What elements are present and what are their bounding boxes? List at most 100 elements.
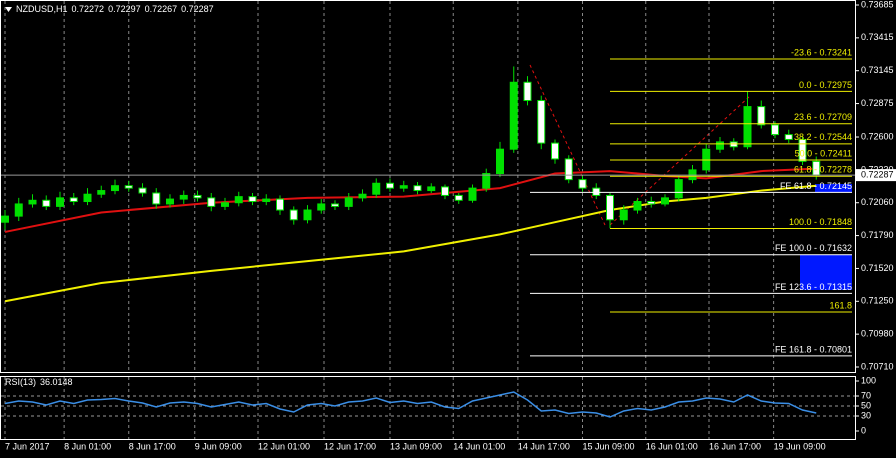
level-label: -23.6 - 0.73241 bbox=[791, 47, 852, 57]
candle-body bbox=[317, 203, 326, 211]
level-label: 38.2 - 0.72544 bbox=[794, 132, 852, 142]
candle-body bbox=[564, 158, 573, 181]
level-label: 0.0 - 0.72975 bbox=[799, 80, 852, 90]
y-tick-label: 0 bbox=[861, 425, 866, 435]
candle-body bbox=[509, 81, 518, 150]
candle-body bbox=[551, 142, 559, 160]
candle-body bbox=[83, 193, 92, 203]
candle-body bbox=[771, 124, 779, 136]
header-symbol: NZDUSD,H1 bbox=[16, 4, 68, 14]
candle-body bbox=[674, 179, 683, 199]
level-label: 23.6 - 0.72709 bbox=[794, 112, 852, 122]
y-tick-label: 0.73415 bbox=[861, 32, 894, 42]
candle-body bbox=[1, 215, 9, 223]
candle-body bbox=[221, 202, 229, 207]
candle-body bbox=[14, 203, 23, 217]
y-tick-label: 70 bbox=[861, 390, 871, 400]
level-label: FE 61.8 - 0.72145 bbox=[780, 181, 852, 191]
rsi-name: RSI(13) bbox=[5, 377, 36, 387]
candle-body bbox=[427, 186, 436, 192]
candle-body bbox=[661, 197, 669, 205]
y-tick-label: 0.71250 bbox=[861, 296, 894, 306]
y-tick-label: 0.71520 bbox=[861, 263, 894, 273]
fib-anchor bbox=[609, 95, 751, 226]
header-icon bbox=[5, 7, 12, 12]
y-tick-label: 0.72060 bbox=[861, 197, 894, 207]
candle-body bbox=[798, 138, 807, 162]
candle-body bbox=[234, 196, 243, 204]
candle-body bbox=[633, 201, 642, 211]
level-label: FE 161.8 - 0.70801 bbox=[775, 344, 852, 354]
candle-body bbox=[152, 192, 161, 205]
header-quote: 0.72272 bbox=[72, 4, 105, 14]
y-tick-label: 0.71790 bbox=[861, 230, 894, 240]
candle-body bbox=[276, 198, 284, 211]
y-tick-label: 0.72875 bbox=[861, 98, 894, 108]
candle-body bbox=[537, 100, 546, 144]
header: NZDUSD,H1 0.72272 0.72297 0.72267 0.72287 bbox=[16, 4, 214, 14]
x-tick-label: 14 Jun 17:00 bbox=[518, 441, 570, 451]
y-tick-label: 100 bbox=[861, 375, 876, 385]
candle-body bbox=[619, 209, 628, 221]
candle-body bbox=[248, 196, 257, 203]
candle-body bbox=[344, 197, 353, 207]
candle-body bbox=[138, 187, 147, 194]
rsi-frame bbox=[0, 376, 856, 440]
level-label: 100.0 - 0.71848 bbox=[789, 217, 852, 227]
candle-body bbox=[784, 134, 793, 140]
candle-body bbox=[166, 198, 174, 205]
x-tick-label: 8 Jun 17:00 bbox=[129, 441, 176, 451]
x-tick-label: 13 Jun 09:00 bbox=[390, 441, 442, 451]
y-tick-label: 0.73685 bbox=[861, 0, 894, 9]
candle-body bbox=[179, 194, 188, 200]
candle-body bbox=[454, 194, 463, 201]
x-tick-label: 8 Jun 01:00 bbox=[64, 441, 111, 451]
x-tick-label: 15 Jun 09:00 bbox=[583, 441, 635, 451]
level-label: 50.0 - 0.72411 bbox=[795, 148, 852, 158]
x-tick-label: 19 Jun 09:00 bbox=[774, 441, 826, 451]
candle-body bbox=[124, 185, 133, 189]
candle-body bbox=[413, 185, 422, 192]
candle-body bbox=[578, 179, 587, 189]
y-tick-label: 0.73145 bbox=[861, 65, 894, 75]
price-tag bbox=[856, 169, 896, 182]
y-tick-label: 50 bbox=[861, 400, 871, 410]
level-label: FE 123.6 - 0.71315 bbox=[775, 282, 852, 292]
level-label: 161.8 bbox=[829, 300, 852, 310]
x-tick-label: 12 Jun 17:00 bbox=[324, 441, 376, 451]
candle-body bbox=[523, 81, 532, 102]
candle-body bbox=[606, 194, 614, 221]
header-quote: 0.72267 bbox=[145, 4, 178, 14]
candle-body bbox=[716, 141, 724, 150]
candle-body bbox=[28, 199, 37, 205]
x-tick-label: 9 Jun 09:00 bbox=[195, 441, 242, 451]
rsi-line bbox=[4, 391, 817, 418]
price-tag-label: 0.72287 bbox=[861, 169, 894, 179]
x-tick-label: 12 Jun 01:00 bbox=[258, 441, 310, 451]
rsi-title: RSI(13) 36.0148 bbox=[5, 377, 73, 387]
y-tick-label: 0.70710 bbox=[861, 361, 894, 371]
candle-body bbox=[111, 185, 119, 192]
header-quote: 0.72297 bbox=[108, 4, 141, 14]
candle-body bbox=[441, 186, 449, 196]
main-frame bbox=[0, 0, 856, 373]
level-label: 61.8 - 0.72278 bbox=[794, 165, 852, 175]
y-tick-label: 0.70980 bbox=[861, 329, 894, 339]
candle-body bbox=[207, 197, 216, 207]
candle-body bbox=[399, 185, 408, 189]
level-label: FE 100.0 - 0.71632 bbox=[775, 243, 852, 253]
candle-body bbox=[372, 182, 381, 195]
candle-body bbox=[592, 187, 601, 196]
candle-body bbox=[193, 194, 202, 199]
x-tick-label: 16 Jun 01:00 bbox=[646, 441, 698, 451]
candle-body bbox=[42, 199, 51, 207]
candle-body bbox=[743, 106, 752, 148]
candle-body bbox=[303, 209, 312, 221]
candle-body bbox=[496, 148, 504, 175]
candle-body bbox=[647, 201, 656, 205]
candle-body bbox=[468, 187, 477, 201]
rsi-value: 36.0148 bbox=[40, 377, 73, 387]
x-tick-label: 14 Jun 01:00 bbox=[453, 441, 505, 451]
candle-body bbox=[69, 197, 78, 203]
